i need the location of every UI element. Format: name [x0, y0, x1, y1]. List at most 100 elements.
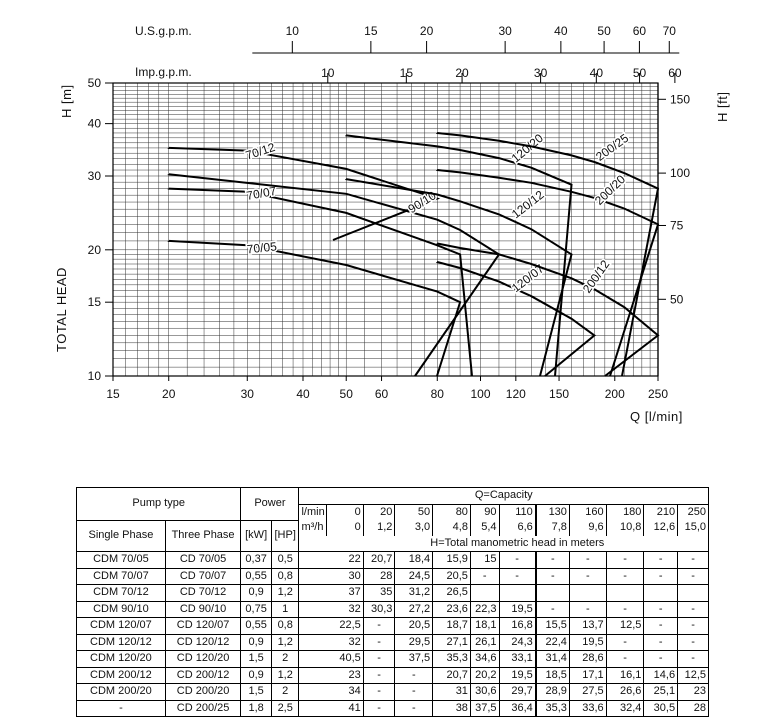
head-value: -	[568, 600, 607, 618]
m3h-value: 6,6	[498, 520, 537, 536]
y-tick-label: 15	[88, 295, 102, 309]
head-value: -	[362, 666, 396, 684]
impgpm-tick-label: 50	[633, 66, 647, 80]
usgpm-tick-label: 20	[420, 24, 434, 38]
head-value: 32	[326, 600, 364, 618]
impgpm-tick-label: 40	[590, 66, 604, 80]
table-body: CDM 70/05 CD 70/05 0,37 0,5 22 20,7 18,4 15,9 15…	[76, 551, 709, 717]
head-value: 19,5	[498, 666, 537, 684]
single-phase-model: CDM 70/07	[76, 567, 166, 585]
q-axis-label: Q [l/min]	[630, 409, 683, 424]
impgpm-tick-label: 15	[400, 66, 414, 80]
ft-tick-label: 150	[670, 92, 690, 106]
power-hp: 1,2	[270, 584, 300, 602]
head-value: -	[362, 650, 396, 668]
m3h-value: 7,8	[534, 520, 570, 536]
table-row: CDM 70/07 CD 70/07 0,55 0,8 30 28 24,5 20,5- - - -…	[76, 567, 709, 585]
head-value	[469, 584, 500, 602]
head-value: 28,6	[568, 650, 607, 668]
table-row: CDM 70/12 CD 70/12 0,9 1,2 37 35 31,2 26,5	[76, 584, 709, 602]
head-value: 35,3	[534, 699, 570, 717]
power-kw: 0,9	[240, 666, 272, 684]
y-tick-label: 10	[88, 369, 102, 383]
lmin-value: 110	[498, 503, 537, 520]
head-value: 37,5	[469, 699, 500, 717]
head-value: 38	[432, 699, 471, 717]
unit-spacer	[298, 699, 327, 717]
curve-70-07	[168, 187, 473, 377]
head-value: 32,4	[605, 699, 645, 717]
x-tick-label: 250	[648, 387, 668, 401]
usgpm-tick-label: 60	[633, 24, 647, 38]
x-tick-label: 60	[375, 387, 389, 401]
head-value: 30,3	[362, 600, 396, 618]
head-value: 22,4	[534, 633, 570, 651]
head-value: -	[362, 633, 396, 651]
unit-spacer	[298, 683, 327, 701]
curve-200-12	[437, 242, 660, 377]
head-value: -	[568, 551, 607, 569]
head-value: 31,2	[394, 584, 434, 602]
power-kw: 1,8	[240, 699, 272, 717]
curve-90-10	[168, 173, 501, 377]
m3h-value: 10,8	[605, 520, 645, 536]
head-value: 15,5	[534, 617, 570, 635]
lmin-unit: l/min	[298, 503, 327, 520]
head-value: 23,6	[432, 600, 471, 618]
lmin-value: 210	[643, 503, 679, 520]
head-value: 28	[362, 567, 396, 585]
x-tick-label: 200	[605, 387, 625, 401]
head-value: 18,7	[432, 617, 471, 635]
power-kw: 0,9	[240, 584, 272, 602]
head-value: -	[362, 617, 396, 635]
performance-chart: 70/0570/0770/1290/10120/07120/12120/2020…	[54, 24, 730, 424]
unit-spacer	[298, 551, 327, 569]
lmin-value: 160	[568, 503, 607, 520]
curve-200-25	[437, 132, 660, 377]
lmin-value: 20	[362, 503, 396, 520]
power-kw: 0,55	[240, 567, 272, 585]
three-phase-model: CD 70/07	[164, 567, 242, 585]
head-value: -	[677, 567, 709, 585]
three-phase-model: CD 200/12	[164, 666, 242, 684]
single-phase-header: Single Phase	[76, 519, 166, 552]
ft-tick-label: 50	[670, 292, 684, 306]
three-phase-model: CD 70/05	[164, 551, 242, 569]
head-value: 25,1	[643, 683, 679, 701]
y-tick-label: 50	[88, 76, 102, 90]
head-value	[643, 584, 679, 602]
head-value: 28,9	[534, 683, 570, 701]
single-phase-model: CDM 70/12	[76, 584, 166, 602]
impgpm-scale-name: Imp.g.p.m.	[135, 65, 192, 79]
head-value: 30	[326, 567, 364, 585]
head-value: -	[677, 650, 709, 668]
head-value: 18,5	[534, 666, 570, 684]
usgpm-tick-label: 70	[663, 24, 677, 38]
head-value: 37	[326, 584, 364, 602]
lmin-value: 0	[326, 503, 364, 520]
head-value: 13,7	[568, 617, 607, 635]
curve-label-200-20: 200/20	[592, 172, 628, 208]
usgpm-tick-label: 50	[597, 24, 611, 38]
three-phase-model: CD 120/20	[164, 650, 242, 668]
head-value	[568, 584, 607, 602]
three-phase-model: CD 200/25	[164, 699, 242, 717]
head-value: 16,8	[498, 617, 537, 635]
usgpm-scale-name: U.S.g.p.m.	[135, 24, 192, 38]
ft-tick-label: 75	[670, 218, 684, 232]
head-value: 18,4	[394, 551, 434, 569]
table-row: CDM 120/12 CD 120/12 0,9 1,2 32-29,5 27,1 26,1…	[76, 633, 709, 651]
x-tick-label: 30	[241, 387, 255, 401]
head-value: -	[643, 617, 679, 635]
x-tick-label: 100	[470, 387, 490, 401]
head-value: -	[534, 567, 570, 585]
usgpm-tick-label: 40	[554, 24, 568, 38]
power-hp: 2,5	[270, 699, 300, 717]
head-value: -	[394, 699, 434, 717]
head-value: 17,1	[568, 666, 607, 684]
capacity-header: Q=Capacity	[298, 487, 709, 504]
head-value: -	[498, 567, 537, 585]
m3h-value: 3,0	[394, 520, 434, 536]
head-value: 35	[362, 584, 396, 602]
head-value: 15,9	[432, 551, 471, 569]
